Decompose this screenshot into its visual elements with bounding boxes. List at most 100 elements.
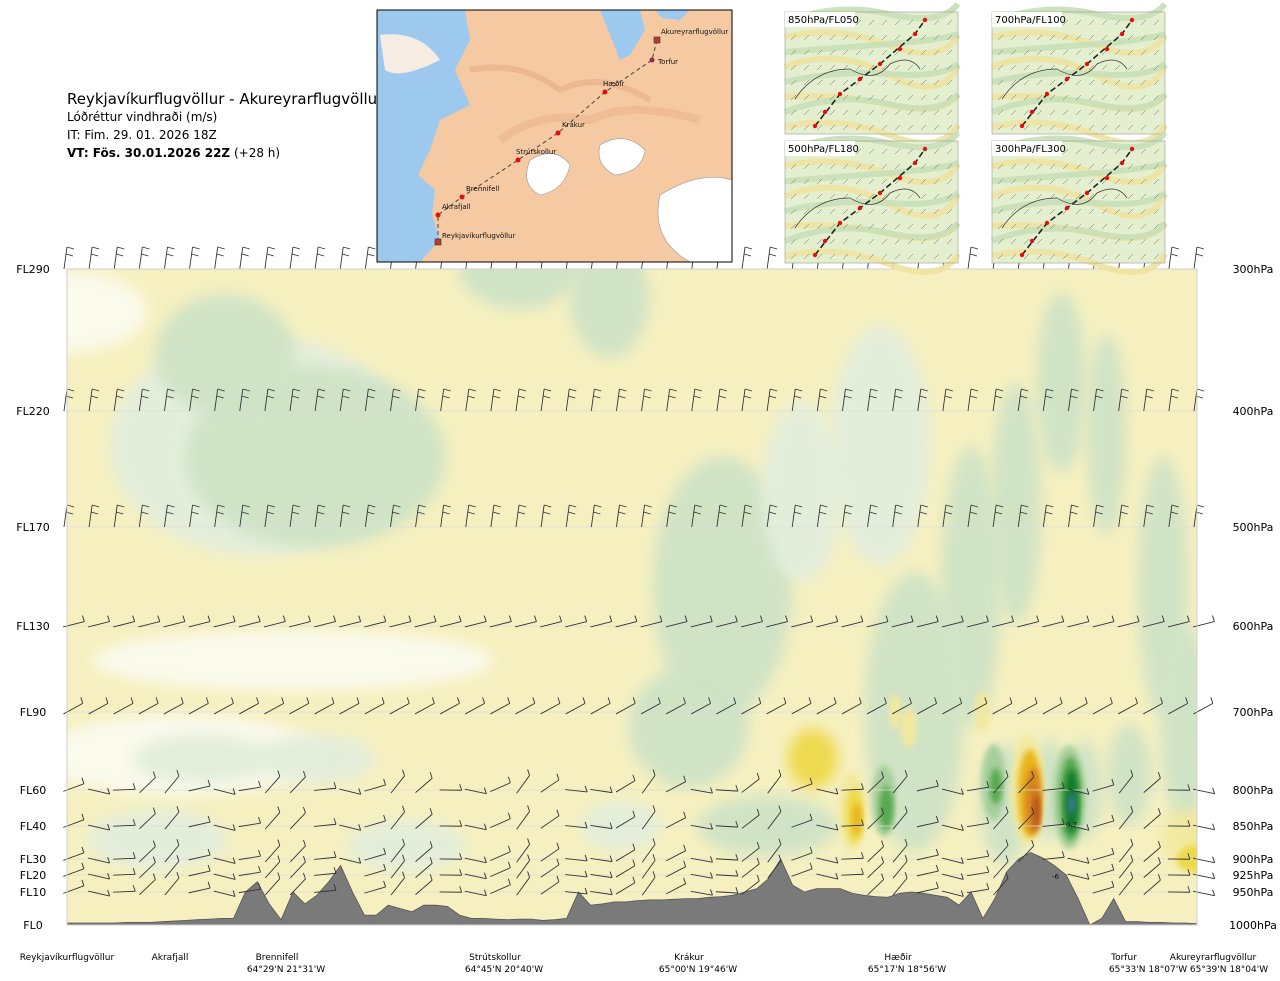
- wind-barb: [690, 787, 713, 794]
- wind-barb: [640, 697, 661, 715]
- wind-barb: [88, 889, 111, 897]
- wind-barb: [390, 871, 405, 896]
- wind-barb: [113, 819, 136, 827]
- wind-barb: [690, 615, 713, 628]
- waypoint-axis: Reykjavíkurflugvöllur Akrafjall Brennifell…: [20, 953, 1268, 975]
- wind-barb: [1143, 874, 1161, 895]
- valid-time: VT: Fös. 30.01.2026 22Z (+28 h): [67, 144, 383, 162]
- wind-barb: [1067, 388, 1079, 412]
- wind-barb: [941, 890, 964, 897]
- wind-barb: [615, 843, 636, 862]
- pressure-label: 950hPa: [1233, 886, 1274, 899]
- pressure-label: 300hPa: [1233, 263, 1274, 276]
- wind-barb: [715, 869, 739, 877]
- route-title: Reykjavíkurflugvöllur - Akureyrarflugvöl…: [67, 90, 384, 108]
- title-block: Reykjavíkurflugvöllur - Akureyrarflugvöl…: [67, 90, 383, 162]
- wind-barb: [1117, 697, 1138, 715]
- wind-barb: [113, 885, 136, 893]
- wind-barb: [716, 388, 728, 412]
- wind-barb: [966, 817, 990, 828]
- wind-barb: [163, 504, 175, 528]
- wind-barb: [289, 770, 306, 794]
- wind-barb: [665, 877, 687, 895]
- wind-barb: [942, 504, 954, 528]
- wind-barb: [916, 864, 939, 877]
- wind-barb: [1143, 772, 1161, 793]
- wind-barb: [289, 872, 306, 896]
- wind-barb: [791, 388, 803, 412]
- wind-barb: [641, 388, 652, 412]
- wind-barb: [389, 504, 401, 528]
- wind-barb: [188, 815, 211, 828]
- map-waypoint-label: Reykjavíkurflugvöllur: [442, 232, 516, 240]
- wind-barb: [314, 697, 335, 715]
- wind-barb: [1092, 697, 1113, 715]
- waypoint-label: Torfur: [1110, 953, 1137, 963]
- map-waypoint-label: Akureyrarflugvöllur: [661, 28, 728, 36]
- wind-barb: [88, 246, 100, 270]
- wind-barb: [816, 872, 839, 880]
- wind-barb: [1092, 863, 1115, 877]
- wind-barb: [213, 697, 234, 715]
- wind-barb: [665, 811, 687, 829]
- wind-barb: [264, 697, 285, 715]
- wind-barb: [1017, 615, 1040, 628]
- wind-barb: [439, 784, 463, 791]
- wind-barb: [214, 246, 225, 270]
- wind-barb: [816, 615, 839, 628]
- wind-barb: [741, 697, 762, 715]
- wind-barb: [565, 854, 588, 862]
- wind-barb: [88, 615, 110, 628]
- wind-barb: [515, 388, 527, 412]
- wind-barb: [364, 778, 387, 792]
- wind-barb: [188, 881, 211, 894]
- wind-barb: [590, 697, 611, 715]
- pressure-label: 925hPa: [1233, 869, 1274, 882]
- wind-barb: [615, 697, 636, 715]
- wind-barb: [314, 818, 337, 827]
- wind-barb: [691, 697, 712, 715]
- wind-barb: [641, 504, 652, 528]
- waypoint-label: Akrafjall: [152, 953, 189, 963]
- wind-barb: [993, 770, 1009, 794]
- wind-barb: [415, 841, 433, 862]
- wind-barb: [540, 809, 560, 829]
- wind-barb: [1067, 697, 1088, 715]
- wind-barb: [1092, 880, 1115, 894]
- annotation-updraft-max: 0.7: [1066, 821, 1077, 829]
- wind-barb: [892, 769, 908, 794]
- wind-barb: [690, 872, 713, 879]
- wind-barb: [715, 853, 739, 861]
- wind-barb: [966, 850, 990, 861]
- wind-barb: [490, 697, 511, 715]
- wind-barb: [88, 787, 111, 795]
- wind-barb: [540, 504, 552, 528]
- wind-barb: [841, 697, 862, 715]
- wind-barb: [214, 388, 225, 412]
- wind-barb: [113, 783, 136, 791]
- wind-barb: [1067, 857, 1090, 864]
- map-waypoint-marker: [602, 89, 608, 95]
- wind-barb: [590, 388, 602, 412]
- wind-barb: [138, 246, 150, 270]
- wind-barb: [993, 839, 1009, 863]
- wind-barb: [264, 872, 281, 896]
- wind-barb: [1118, 769, 1134, 794]
- wind-barb: [1067, 873, 1090, 880]
- wind-barb: [1042, 388, 1054, 412]
- wind-barb: [1092, 778, 1115, 792]
- wind-barb: [867, 840, 884, 863]
- wind-barb: [516, 871, 531, 896]
- wind-barb: [892, 854, 908, 879]
- wind-barb: [916, 615, 939, 628]
- vertical-velocity-field: [67, 269, 1197, 873]
- wind-barb: [666, 388, 677, 412]
- wind-barb: [540, 697, 561, 715]
- wind-barb: [440, 504, 451, 528]
- wind-barb: [1017, 388, 1029, 412]
- wind-barb: [892, 805, 908, 830]
- wind-barb: [88, 856, 111, 864]
- wind-barb: [1118, 871, 1134, 896]
- wind-barb: [866, 615, 889, 628]
- wind-barb: [992, 615, 1014, 628]
